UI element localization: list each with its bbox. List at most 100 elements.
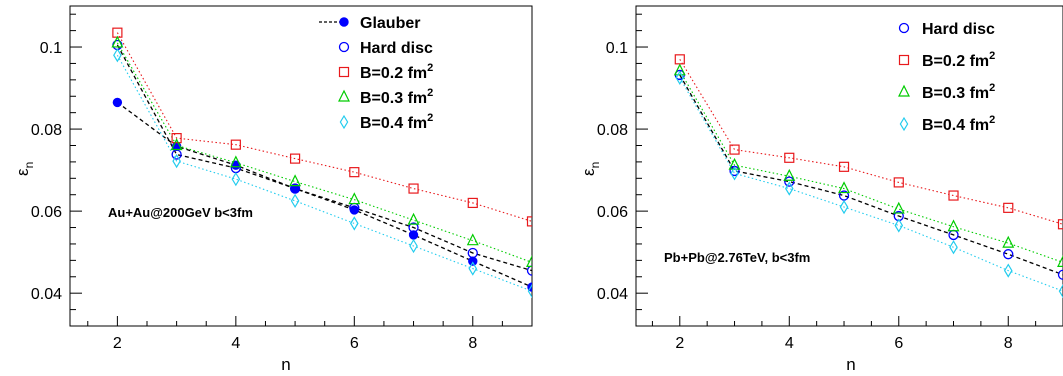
data-point bbox=[527, 282, 532, 292]
legend-marker bbox=[338, 41, 350, 53]
x-tick-label: 4 bbox=[231, 335, 240, 352]
data-point bbox=[172, 153, 181, 169]
data-point bbox=[527, 283, 532, 299]
plot-frame bbox=[635, 5, 1063, 327]
data-point bbox=[229, 155, 242, 168]
data-point bbox=[949, 240, 958, 255]
data-point bbox=[468, 261, 478, 276]
y-axis-title: εn bbox=[579, 162, 602, 176]
data-point bbox=[409, 238, 418, 254]
data-point bbox=[526, 216, 532, 227]
legend-label: Hard disc bbox=[922, 21, 995, 38]
data-point bbox=[467, 197, 478, 209]
legend-marker bbox=[339, 114, 349, 130]
data-point bbox=[407, 212, 420, 225]
data-point bbox=[408, 222, 419, 233]
x-axis-title: n bbox=[281, 355, 290, 374]
data-point bbox=[526, 255, 532, 268]
data-point bbox=[1057, 255, 1063, 268]
data-point bbox=[526, 265, 532, 276]
legend: Hard disc B=0.2 fm2 B=0.3 fm2 B=0.4 fm2 bbox=[898, 21, 995, 134]
legend-label: B=0.4 fm2 bbox=[922, 114, 995, 134]
legend: Glauber Hard disc B=0.2 fm2 B=0.3 fm2 B=0.4 … bbox=[319, 15, 433, 132]
series-line bbox=[116, 42, 532, 263]
x-tick-label: 4 bbox=[785, 335, 794, 352]
data-point bbox=[673, 63, 686, 76]
legend-marker bbox=[898, 54, 910, 66]
data-point bbox=[784, 181, 794, 196]
legend-marker bbox=[338, 89, 350, 102]
data-point bbox=[1058, 283, 1063, 299]
data-point bbox=[948, 190, 959, 201]
data-point bbox=[466, 233, 479, 246]
data-point bbox=[1003, 263, 1013, 278]
data-point bbox=[838, 181, 850, 194]
legend-label: B=0.3 fm2 bbox=[922, 82, 995, 102]
data-point bbox=[170, 138, 183, 151]
data-point bbox=[839, 199, 849, 215]
data-point bbox=[408, 183, 419, 194]
left-panel-au-au: 2 4 6 8 0.04 0.06 0.08 0.1 n εn Au+Au@200GeV b<3fm… bbox=[13, 5, 533, 374]
data-point bbox=[1057, 269, 1063, 280]
data-point bbox=[230, 139, 241, 150]
data-point bbox=[1003, 202, 1014, 213]
data-point bbox=[838, 161, 850, 172]
data-point bbox=[784, 176, 795, 187]
data-point bbox=[1057, 219, 1063, 230]
x-tick-label: 8 bbox=[468, 335, 477, 352]
data-point bbox=[113, 48, 122, 63]
data-point bbox=[467, 247, 478, 259]
data-point bbox=[947, 219, 960, 232]
data-point bbox=[730, 166, 739, 181]
legend-marker bbox=[338, 66, 350, 78]
x-tick-label: 2 bbox=[675, 335, 684, 352]
plot-frame bbox=[69, 5, 533, 327]
y-tick-label: 0.08 bbox=[597, 122, 628, 139]
x-tick-label: 2 bbox=[113, 335, 122, 352]
series-line bbox=[116, 32, 532, 222]
data-point bbox=[289, 174, 302, 187]
right-panel-pb-pb: 2 4 6 8 0.04 0.06 0.08 0.1 n εn Pb+Pb@2.76TeV, b<3… bbox=[579, 5, 1063, 374]
legend-marker bbox=[899, 116, 909, 132]
y-tick-label: 0.1 bbox=[40, 40, 62, 57]
data-point bbox=[728, 157, 741, 170]
legend-label: Hard disc bbox=[360, 40, 433, 57]
data-point bbox=[468, 256, 478, 266]
data-point bbox=[348, 192, 361, 205]
y-tick-label: 0.04 bbox=[597, 286, 628, 303]
data-point bbox=[784, 152, 795, 163]
y-axis-title: εn bbox=[13, 162, 36, 176]
data-point bbox=[290, 193, 300, 209]
collision-annotation: Au+Au@200GeV b<3fm bbox=[108, 205, 253, 220]
data-point bbox=[1003, 249, 1014, 260]
data-point bbox=[675, 70, 685, 85]
data-point bbox=[289, 153, 301, 164]
y-tick-label: 0.1 bbox=[606, 40, 628, 57]
legend-label: B=0.2 fm2 bbox=[360, 62, 433, 82]
data-point bbox=[111, 35, 124, 48]
data-point bbox=[231, 171, 241, 187]
data-point bbox=[729, 144, 740, 155]
y-tick-label: 0.06 bbox=[597, 204, 628, 221]
legend-label: Glauber bbox=[360, 15, 420, 32]
data-point bbox=[349, 167, 360, 178]
x-tick-label: 6 bbox=[894, 335, 903, 352]
collision-annotation: Pb+Pb@2.76TeV, b<3fm bbox=[664, 250, 810, 265]
series-line bbox=[116, 44, 532, 272]
data-point bbox=[893, 177, 904, 188]
data-point bbox=[783, 168, 796, 181]
legend-marker bbox=[339, 17, 349, 27]
data-point bbox=[289, 183, 301, 194]
legend-label: B=0.2 fm2 bbox=[922, 50, 995, 70]
data-point bbox=[894, 218, 904, 233]
x-axis-title: n bbox=[846, 355, 855, 374]
data-point bbox=[350, 216, 359, 231]
series-line bbox=[116, 101, 532, 288]
data-point bbox=[892, 201, 905, 214]
legend-label: B=0.4 fm2 bbox=[360, 112, 433, 132]
series-line bbox=[679, 59, 1063, 225]
data-point bbox=[1002, 235, 1015, 248]
y-tick-label: 0.08 bbox=[31, 122, 62, 139]
series-group bbox=[673, 54, 1063, 299]
